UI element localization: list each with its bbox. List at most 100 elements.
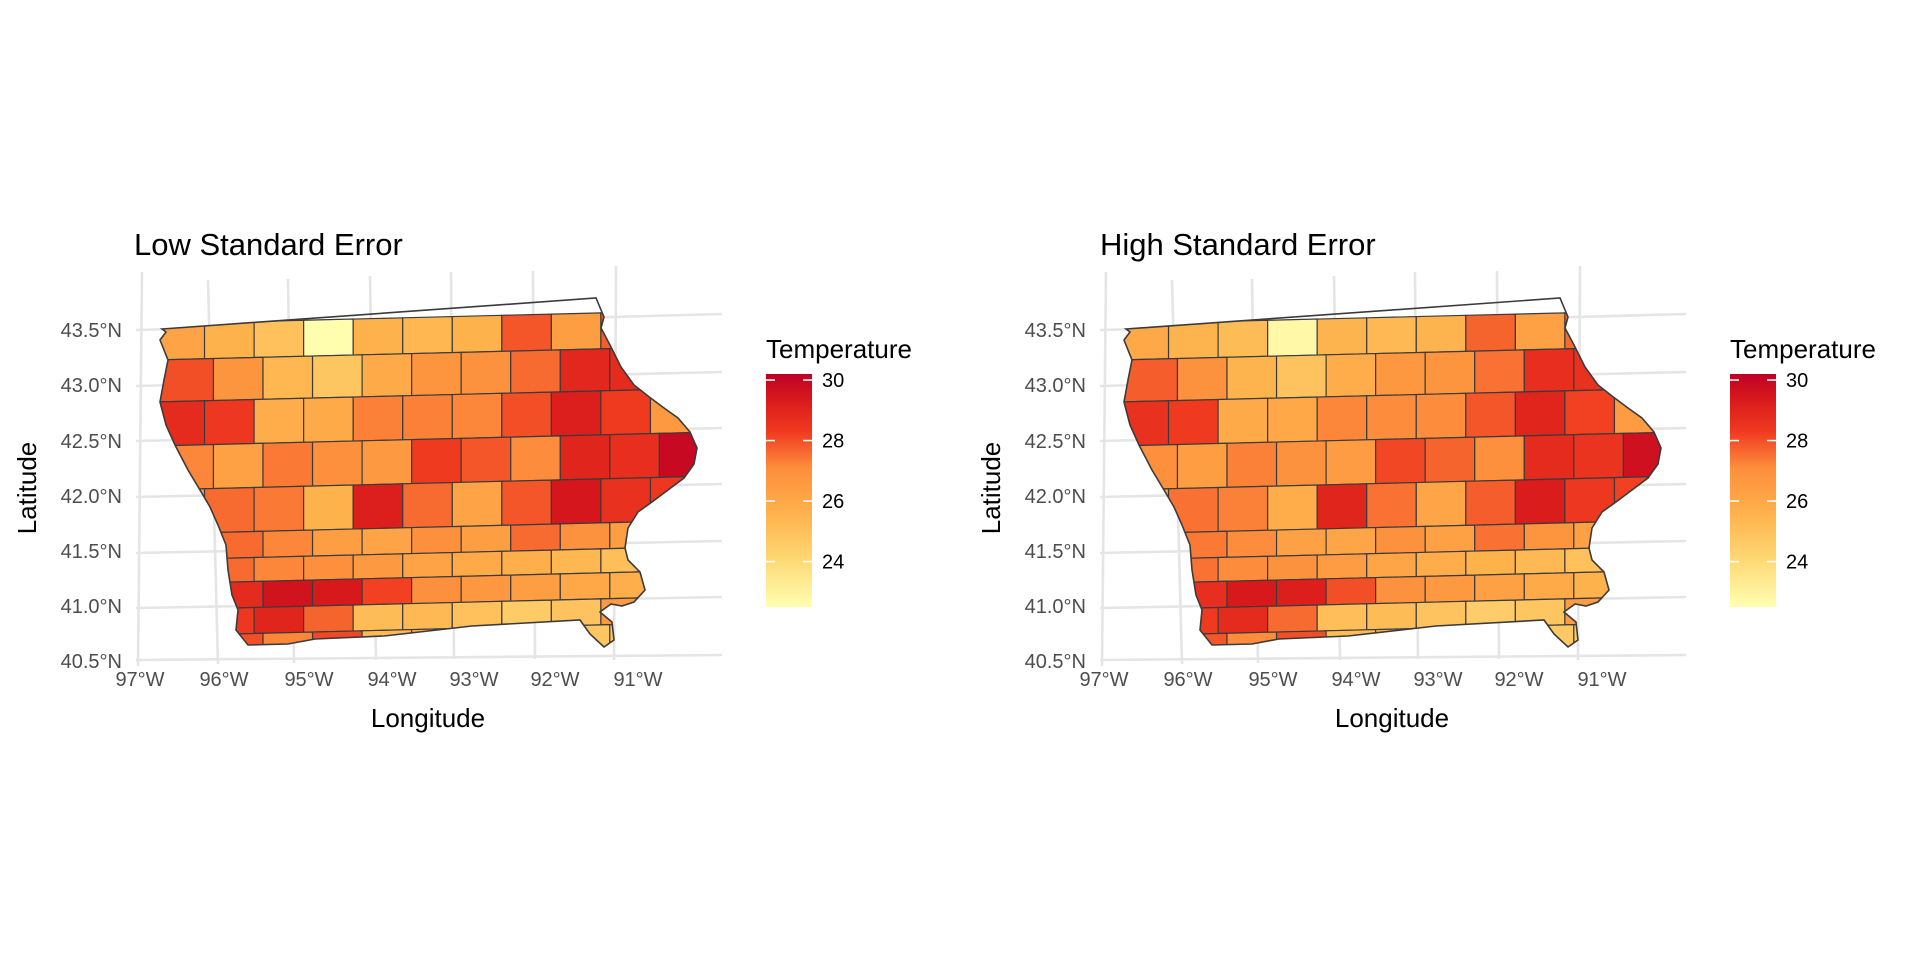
county-polygon xyxy=(1167,398,1219,446)
county-polygon xyxy=(1176,442,1228,490)
county-polygon xyxy=(262,529,314,558)
county-polygon xyxy=(1465,313,1516,352)
graticule-parallel xyxy=(135,653,723,662)
county-polygon xyxy=(609,432,660,480)
panel-title: High Standard Error xyxy=(1100,227,1376,262)
county-polygon xyxy=(253,485,305,533)
x-tick-label: 96°W xyxy=(199,669,248,691)
county-polygon xyxy=(510,573,561,602)
graticule-parallel xyxy=(1099,653,1687,662)
county-polygon xyxy=(510,435,561,482)
y-tick-label: 43.0°N xyxy=(61,375,122,397)
legend-colorbar xyxy=(766,374,812,607)
county-polygon xyxy=(160,531,215,562)
county-polygon xyxy=(1325,352,1377,398)
county-polygon xyxy=(1226,631,1278,647)
y-tick-label: 42.0°N xyxy=(61,486,122,508)
x-tick-label: 95°W xyxy=(1248,669,1297,691)
county-polygon xyxy=(559,522,611,551)
county-polygon xyxy=(402,481,453,529)
county-polygon xyxy=(1124,558,1170,586)
county-polygon xyxy=(361,438,413,486)
county-polygon xyxy=(460,524,512,553)
county-polygon xyxy=(1514,548,1566,575)
county-polygon xyxy=(559,434,611,481)
y-tick-label: 41.0°N xyxy=(1025,596,1086,618)
county-polygon xyxy=(212,356,264,402)
county-polygon xyxy=(411,351,462,397)
county-polygon xyxy=(559,624,611,647)
legend-title: Temperature xyxy=(1730,334,1876,364)
county-polygon xyxy=(1514,598,1566,627)
county-polygon xyxy=(303,554,354,581)
county-polygon xyxy=(1613,544,1661,573)
county-polygon xyxy=(253,319,305,359)
legend-tick-label: 26 xyxy=(822,491,844,513)
county-polygon xyxy=(1217,319,1269,359)
map-panel-high-standard-error: High Standard Error 40.5°N 41.0°N 41.5°N… xyxy=(976,227,1876,733)
county-polygon xyxy=(1316,483,1368,530)
county-polygon xyxy=(361,526,413,556)
county-polygon xyxy=(1176,356,1228,402)
county-polygon xyxy=(1424,436,1476,483)
iowa-county-map xyxy=(1123,297,1662,649)
legend-tick-label: 28 xyxy=(1786,431,1808,453)
county-polygon xyxy=(460,350,512,395)
county-polygon xyxy=(203,398,255,446)
county-polygon xyxy=(550,598,602,627)
county-polygon xyxy=(1465,549,1516,576)
x-tick-label: 97°W xyxy=(115,669,164,691)
county-polygon xyxy=(1474,573,1525,602)
county-polygon xyxy=(1375,351,1426,397)
county-polygon xyxy=(501,391,552,438)
iowa-county-map xyxy=(159,297,698,649)
county-polygon xyxy=(160,443,215,492)
legend-tick-label: 30 xyxy=(822,370,844,392)
county-polygon xyxy=(311,630,363,647)
county-polygon xyxy=(1622,430,1661,479)
county-polygon xyxy=(303,396,354,443)
x-tick-label: 95°W xyxy=(284,669,333,691)
county-polygon xyxy=(1226,441,1278,488)
county-polygon xyxy=(1474,349,1525,394)
county-polygon xyxy=(1226,355,1278,400)
county-polygon xyxy=(1366,551,1417,579)
county-polygon xyxy=(303,318,354,357)
y-tick-label: 43.5°N xyxy=(1025,320,1086,342)
state-outline xyxy=(159,297,698,649)
county-polygon xyxy=(411,575,462,605)
county-polygon xyxy=(160,558,206,586)
county-polygon xyxy=(501,479,552,526)
county-polygon xyxy=(1366,393,1417,441)
y-tick-label: 41.5°N xyxy=(1025,541,1086,563)
county-polygon xyxy=(1325,438,1377,486)
county-polygon xyxy=(649,594,697,625)
county-polygon xyxy=(1275,630,1327,647)
y-axis-title: Latitude xyxy=(976,442,1006,535)
county-polygon xyxy=(559,348,611,393)
county-polygon xyxy=(451,314,503,354)
county-polygon xyxy=(609,622,660,647)
x-axis-title: Longitude xyxy=(1335,703,1449,733)
county-polygon xyxy=(1275,578,1327,607)
county-polygon xyxy=(451,550,503,578)
county-polygon xyxy=(1267,396,1318,443)
county-polygon xyxy=(460,436,512,483)
x-tick-label: 91°W xyxy=(613,669,662,691)
county-polygon xyxy=(1523,624,1575,647)
county-polygon xyxy=(1167,606,1219,636)
county-polygon xyxy=(1564,596,1616,626)
county-polygon xyxy=(1176,530,1228,560)
county-polygon xyxy=(311,440,363,487)
county-polygon xyxy=(460,626,512,647)
county-polygon xyxy=(1316,317,1368,356)
county-polygon xyxy=(352,483,404,530)
y-axis-title: Latitude xyxy=(12,442,42,535)
county-polygon xyxy=(1267,604,1318,633)
county-polygon xyxy=(1275,354,1327,399)
county-polygon xyxy=(600,476,652,524)
county-polygon xyxy=(658,430,697,479)
county-polygon xyxy=(311,354,363,399)
county-polygon xyxy=(262,441,314,488)
county-polygon xyxy=(1316,395,1368,442)
